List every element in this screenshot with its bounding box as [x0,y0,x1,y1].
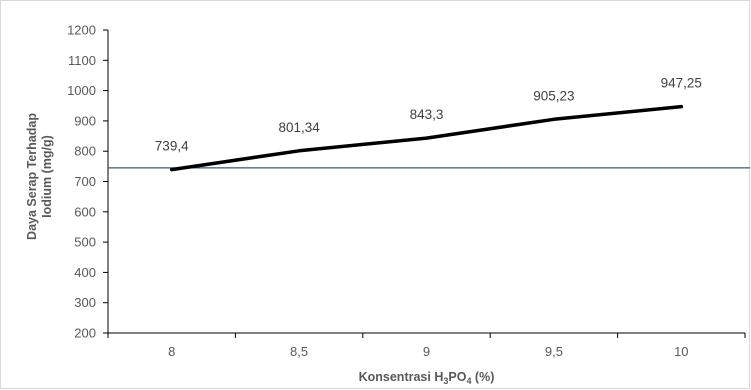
y-tick-label: 800 [74,144,96,159]
data-label: 947,25 [661,76,702,91]
data-label: 739,4 [155,139,189,154]
x-tick-label: 10 [674,344,688,359]
series-line [169,104,684,172]
x-tick-label: 8,5 [290,344,308,359]
x-tick-label: 8 [168,344,175,359]
y-tick-label: 1200 [67,23,96,38]
data-label: 905,23 [533,88,574,103]
y-tick-label: 600 [74,204,96,219]
y-tick-label: 400 [74,265,96,280]
y-tick-label: 900 [74,113,96,128]
y-tick-label: 1000 [67,83,96,98]
data-labels: 739,4 801,34 843,3 905,23 947,25 [155,76,702,154]
y-tick-label: 200 [74,326,96,341]
data-label: 801,34 [278,120,320,135]
y-tick-label: 300 [74,295,96,310]
data-label: 843,3 [410,107,444,122]
x-ticks: 8 8,5 9 9,5 10 [107,333,746,359]
y-tick-label: 700 [74,174,96,189]
y-axis-title: Daya Serap TerhadapIodium (mg/g) [25,113,54,240]
y-ticks: 200 300 400 500 600 700 800 900 1000 1100 1200 [67,23,108,341]
x-tick-label: 9 [423,344,430,359]
x-tick-label: 9,5 [545,344,563,359]
y-tick-label: 1100 [68,53,96,68]
y-tick-label: 500 [74,235,96,250]
x-axis-title: Konsentrasi H3PO4 (%) [359,370,495,386]
